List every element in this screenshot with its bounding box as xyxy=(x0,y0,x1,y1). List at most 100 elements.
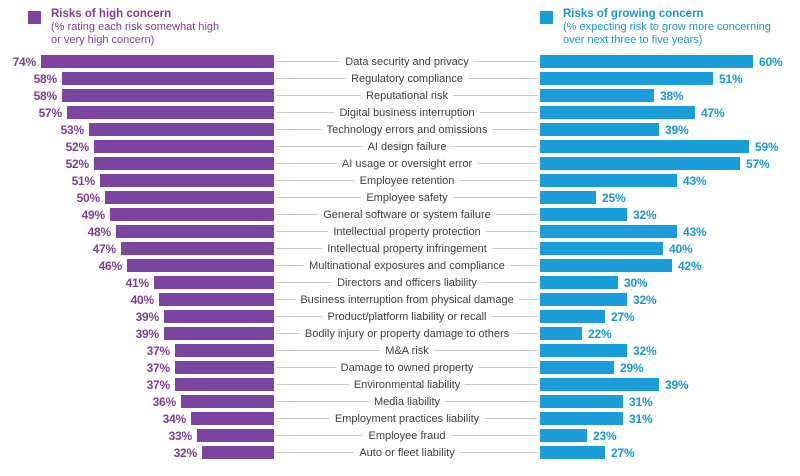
leader-line xyxy=(484,418,538,419)
leader-line xyxy=(276,333,300,334)
high-concern-value-label: 37% xyxy=(146,343,171,358)
category-label: Technology errors and omissions xyxy=(326,123,488,136)
category-label: Business interruption from physical dama… xyxy=(300,293,514,306)
leader-line xyxy=(473,61,538,62)
growing-concern-bar xyxy=(540,242,663,255)
high-concern-cell: 52% xyxy=(0,155,274,172)
legend-subtitle-line2: or very high concern) xyxy=(51,34,155,46)
high-concern-bar xyxy=(105,191,274,204)
chart-row: 41% Directors and officers liability 30% xyxy=(0,274,800,291)
legend-title: Risks of growing concern xyxy=(563,8,704,20)
chart-row: 53% Technology errors and omissions 39% xyxy=(0,121,800,138)
high-concern-value-label: 58% xyxy=(33,71,58,86)
high-concern-bar xyxy=(89,123,274,136)
category-label: Media liability xyxy=(373,395,441,408)
category-label: AI usage or oversight error xyxy=(341,157,473,170)
high-concern-value-label: 41% xyxy=(125,275,150,290)
legend-subtitle-line1: (% expecting risk to grow more concernin… xyxy=(563,21,771,33)
leader-line xyxy=(509,265,539,266)
growing-concern-cell: 39% xyxy=(540,121,800,138)
leader-line xyxy=(485,231,538,232)
high-concern-value-label: 49% xyxy=(81,207,106,222)
growing-concern-value-label: 42% xyxy=(678,258,702,273)
category-label: General software or system failure xyxy=(323,208,491,221)
chart-row: 50% Employee safety 25% xyxy=(0,189,800,206)
growing-concern-cell: 59% xyxy=(540,138,800,155)
growing-concern-value-label: 59% xyxy=(755,139,779,154)
growing-concern-bar xyxy=(540,327,582,340)
category-label: Auto or fleet liability xyxy=(359,446,455,459)
chart-row: 46% Multinational exposures and complianc… xyxy=(0,257,800,274)
category-cell: Directors and officers liability xyxy=(274,277,540,289)
high-concern-bar xyxy=(175,378,274,391)
growing-concern-cell: 31% xyxy=(540,410,800,427)
leader-line xyxy=(276,350,381,351)
legend-growing-concern-text: Risks of growing concern (% expecting ri… xyxy=(563,8,771,47)
chart-row: 57% Digital business interruption 47% xyxy=(0,104,800,121)
growing-concern-cell: 32% xyxy=(540,206,800,223)
high-concern-bar xyxy=(202,446,274,459)
growing-concern-bar xyxy=(540,140,749,153)
purple-swatch-icon xyxy=(28,11,41,24)
chart-row: 49% General software or system failure 32% xyxy=(0,206,800,223)
high-concern-bar xyxy=(110,208,274,221)
chart-row: 37% Damage to owned property 29% xyxy=(0,359,800,376)
growing-concern-value-label: 23% xyxy=(593,428,617,443)
high-concern-value-label: 48% xyxy=(87,224,112,239)
category-label: AI design failure xyxy=(367,140,447,153)
leader-line xyxy=(276,401,369,402)
leader-line xyxy=(276,299,296,300)
high-concern-bar xyxy=(94,140,274,153)
growing-concern-cell: 27% xyxy=(540,444,800,461)
leader-line xyxy=(451,146,539,147)
leader-line xyxy=(276,146,363,147)
leader-line xyxy=(276,129,322,130)
growing-concern-bar xyxy=(540,429,587,442)
leader-line xyxy=(276,384,349,385)
chart-row: 74% Data security and privacy 60% xyxy=(0,53,800,70)
high-concern-cell: 34% xyxy=(0,410,274,427)
growing-concern-value-label: 57% xyxy=(746,156,770,171)
category-cell: Employee safety xyxy=(274,192,540,204)
growing-concern-value-label: 38% xyxy=(660,88,684,103)
chart-row: 37% Environmental liability 39% xyxy=(0,376,800,393)
category-label: Bodily injury or property damage to othe… xyxy=(304,327,510,340)
category-cell: Technology errors and omissions xyxy=(274,124,540,136)
category-cell: Business interruption from physical dama… xyxy=(274,294,540,306)
high-concern-cell: 51% xyxy=(0,172,274,189)
category-cell: Damage to owned property xyxy=(274,362,540,374)
growing-concern-value-label: 27% xyxy=(611,445,635,460)
high-concern-cell: 48% xyxy=(0,223,274,240)
high-concern-value-label: 37% xyxy=(146,377,171,392)
leader-line xyxy=(276,418,330,419)
high-concern-bar xyxy=(154,276,274,289)
category-cell: Product/platform liability or recall xyxy=(274,311,540,323)
category-label: Environmental liability xyxy=(353,378,461,391)
chart-row: 58% Regulatory compliance 51% xyxy=(0,70,800,87)
high-concern-cell: 32% xyxy=(0,444,274,461)
growing-concern-value-label: 60% xyxy=(759,54,783,69)
high-concern-value-label: 39% xyxy=(135,309,160,324)
growing-concern-bar xyxy=(540,191,596,204)
leader-line xyxy=(518,299,539,300)
high-concern-value-label: 40% xyxy=(130,292,155,307)
high-concern-value-label: 52% xyxy=(65,156,90,171)
high-concern-cell: 37% xyxy=(0,376,274,393)
blue-swatch-icon xyxy=(540,11,553,24)
high-concern-value-label: 34% xyxy=(162,411,187,426)
category-cell: Environmental liability xyxy=(274,379,540,391)
high-concern-bar xyxy=(164,327,274,340)
category-cell: AI design failure xyxy=(274,141,540,153)
category-cell: Regulatory compliance xyxy=(274,73,540,85)
growing-concern-bar xyxy=(540,106,695,119)
leader-line xyxy=(478,367,538,368)
growing-concern-cell: 38% xyxy=(540,87,800,104)
leader-line xyxy=(276,197,362,198)
category-cell: Auto or fleet liability xyxy=(274,447,540,459)
legend-growing-concern: Risks of growing concern (% expecting ri… xyxy=(540,8,771,47)
leader-line xyxy=(276,95,362,96)
chart-row: 48% Intellectual property protection 43% xyxy=(0,223,800,240)
growing-concern-bar xyxy=(540,225,677,238)
growing-concern-cell: 23% xyxy=(540,427,800,444)
high-concern-cell: 39% xyxy=(0,325,274,342)
